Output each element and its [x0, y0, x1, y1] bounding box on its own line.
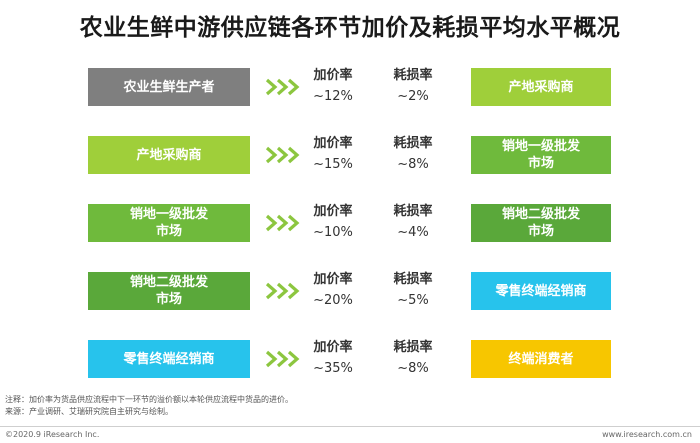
page-title: 农业生鲜中游供应链各环节加价及耗损平均水平概况 [79, 15, 621, 41]
loss-rate-label: 耗损率 [393, 340, 433, 355]
footnotes: 注释：加价率为货品供应流程中下一环节的溢价额以本轮供应流程中货品的进价。 来源：… [5, 394, 293, 418]
markup-rate-value: ~12% [313, 89, 353, 104]
loss-rate-label: 耗损率 [393, 272, 433, 287]
markup-rate-label: 加价率 [313, 272, 353, 287]
chevron-arrows-icon [265, 350, 300, 368]
markup-rate-label: 加价率 [313, 136, 353, 151]
chain-row: 农业生鲜生产者 加价率 ~12% 耗损率 ~2% 产地采购商 [0, 62, 700, 112]
chain-row: 产地采购商 加价率 ~15% 耗损率 ~8% 销地一级批发 市场 [0, 130, 700, 180]
markup-rate-label: 加价率 [313, 68, 353, 83]
chevron-arrows-icon [265, 214, 300, 232]
stage-to-box: 销地一级批发 市场 [471, 136, 611, 174]
chain-row: 销地二级批发 市场 加价率 ~20% 耗损率 ~5% 零售终端经销商 [0, 266, 700, 316]
chevron-icon [287, 78, 300, 96]
chevron-icon [276, 214, 289, 232]
loss-rate-value: ~8% [397, 361, 429, 376]
markup-rate-value: ~35% [313, 361, 353, 376]
chevron-icon [265, 146, 278, 164]
loss-rate-label: 耗损率 [393, 136, 433, 151]
stage-from-box: 产地采购商 [88, 136, 250, 174]
copyright-text: ©2020.9 iResearch Inc. [5, 430, 100, 439]
note-text: 注释：加价率为货品供应流程中下一环节的溢价额以本轮供应流程中货品的进价。 [5, 395, 293, 404]
chevron-icon [287, 214, 300, 232]
stage-to-box: 零售终端经销商 [471, 272, 611, 310]
markup-rate: 加价率 ~15% [303, 133, 363, 175]
chevron-icon [287, 146, 300, 164]
chevron-arrows-icon [265, 146, 300, 164]
stage-from-box: 农业生鲜生产者 [88, 68, 250, 106]
stage-to-box: 终端消费者 [471, 340, 611, 378]
loss-rate: 耗损率 ~4% [383, 201, 443, 243]
loss-rate: 耗损率 ~8% [383, 337, 443, 379]
chain-row: 销地一级批发 市场 加价率 ~10% 耗损率 ~4% 销地二级批发 市场 [0, 198, 700, 248]
chevron-arrows-icon [265, 78, 300, 96]
markup-rate: 加价率 ~35% [303, 337, 363, 379]
chevron-icon [276, 146, 289, 164]
loss-rate-value: ~4% [397, 225, 429, 240]
loss-rate: 耗损率 ~8% [383, 133, 443, 175]
source-text: 来源：产业调研、艾瑞研究院自主研究与绘制。 [5, 407, 173, 416]
markup-rate-label: 加价率 [313, 340, 353, 355]
markup-rate: 加价率 ~12% [303, 65, 363, 107]
loss-rate-value: ~2% [397, 89, 429, 104]
stage-from-box: 销地二级批发 市场 [88, 272, 250, 310]
website-text: www.iresearch.com.cn [602, 430, 692, 439]
chevron-icon [265, 78, 278, 96]
loss-rate-value: ~5% [397, 293, 429, 308]
markup-rate-value: ~15% [313, 157, 353, 172]
chevron-icon [287, 282, 300, 300]
chevron-arrows-icon [265, 282, 300, 300]
stage-to-box: 销地二级批发 市场 [471, 204, 611, 242]
loss-rate: 耗损率 ~5% [383, 269, 443, 311]
markup-rate-value: ~20% [313, 293, 353, 308]
chevron-icon [265, 282, 278, 300]
footer-divider [0, 426, 700, 427]
markup-rate: 加价率 ~20% [303, 269, 363, 311]
chevron-icon [276, 282, 289, 300]
chevron-icon [287, 350, 300, 368]
stage-from-box: 零售终端经销商 [88, 340, 250, 378]
chevron-icon [265, 350, 278, 368]
stage-to-box: 产地采购商 [471, 68, 611, 106]
chevron-icon [265, 214, 278, 232]
chain-row: 零售终端经销商 加价率 ~35% 耗损率 ~8% 终端消费者 [0, 334, 700, 384]
loss-rate-value: ~8% [397, 157, 429, 172]
stage-from-box: 销地一级批发 市场 [88, 204, 250, 242]
markup-rate-value: ~10% [313, 225, 353, 240]
loss-rate-label: 耗损率 [393, 68, 433, 83]
chevron-icon [276, 350, 289, 368]
markup-rate-label: 加价率 [313, 204, 353, 219]
loss-rate: 耗损率 ~2% [383, 65, 443, 107]
loss-rate-label: 耗损率 [393, 204, 433, 219]
markup-rate: 加价率 ~10% [303, 201, 363, 243]
chevron-icon [276, 78, 289, 96]
